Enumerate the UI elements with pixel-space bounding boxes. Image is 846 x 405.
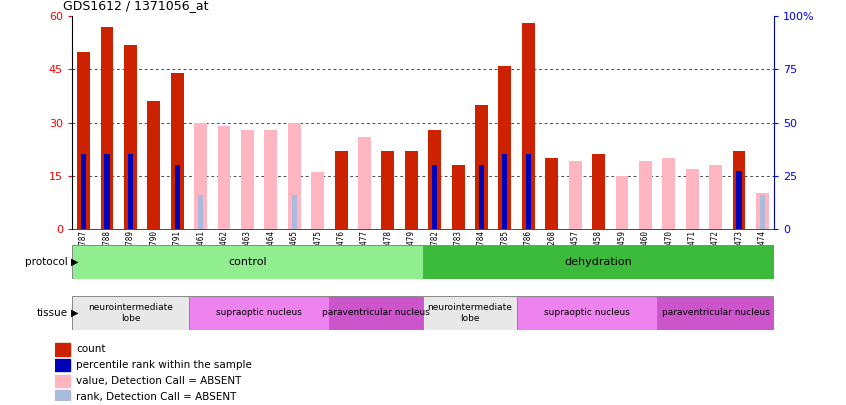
Bar — [124, 45, 137, 229]
Text: value, Detection Call = ABSENT: value, Detection Call = ABSENT — [76, 376, 241, 386]
Bar — [709, 165, 722, 229]
Bar — [662, 158, 675, 229]
Bar — [592, 154, 605, 229]
Bar — [517, 296, 657, 330]
Bar — [475, 105, 488, 229]
Bar — [569, 162, 581, 229]
Bar — [452, 165, 464, 229]
Bar — [382, 151, 394, 229]
Text: count: count — [76, 345, 106, 354]
Bar — [241, 130, 254, 229]
Bar — [423, 296, 517, 330]
Text: GDS1612 / 1371056_at: GDS1612 / 1371056_at — [63, 0, 209, 12]
Text: ▶: ▶ — [71, 257, 79, 267]
Bar — [55, 390, 69, 403]
Bar — [546, 158, 558, 229]
Text: neurointermediate
lobe: neurointermediate lobe — [427, 303, 512, 322]
Bar — [198, 195, 203, 229]
Bar — [265, 130, 277, 229]
Bar — [174, 165, 180, 229]
Bar — [72, 296, 189, 330]
Text: neurointermediate
lobe: neurointermediate lobe — [88, 303, 173, 322]
Bar — [503, 154, 508, 229]
Bar — [147, 101, 160, 229]
Text: paraventricular nucleus: paraventricular nucleus — [662, 308, 770, 318]
Bar — [616, 176, 629, 229]
Text: dehydration: dehydration — [564, 257, 633, 267]
Bar — [81, 154, 86, 229]
Bar — [195, 122, 207, 229]
Bar — [128, 154, 133, 229]
Bar — [189, 296, 329, 330]
Bar — [55, 343, 69, 356]
Bar — [736, 171, 742, 229]
Text: paraventricular nucleus: paraventricular nucleus — [322, 308, 430, 318]
Bar — [432, 165, 437, 229]
Bar — [733, 151, 745, 229]
Text: percentile rank within the sample: percentile rank within the sample — [76, 360, 252, 370]
Bar — [479, 165, 484, 229]
Bar — [171, 73, 184, 229]
Bar — [428, 130, 441, 229]
Text: protocol: protocol — [25, 257, 68, 267]
Text: tissue: tissue — [36, 308, 68, 318]
Bar — [55, 359, 69, 371]
Bar — [217, 126, 230, 229]
Bar — [104, 154, 110, 229]
Text: ▶: ▶ — [71, 308, 79, 318]
Text: supraoptic nucleus: supraoptic nucleus — [217, 308, 302, 318]
Bar — [760, 195, 765, 229]
Bar — [423, 245, 774, 279]
Bar — [358, 137, 371, 229]
Bar — [335, 151, 348, 229]
Bar — [405, 151, 418, 229]
Text: control: control — [228, 257, 266, 267]
Bar — [657, 296, 774, 330]
Bar — [101, 27, 113, 229]
Bar — [525, 154, 531, 229]
Bar — [77, 51, 90, 229]
Bar — [756, 194, 769, 229]
Bar — [498, 66, 511, 229]
Bar — [522, 23, 535, 229]
Text: supraoptic nucleus: supraoptic nucleus — [544, 308, 629, 318]
Bar — [72, 245, 423, 279]
Bar — [329, 296, 423, 330]
Text: rank, Detection Call = ABSENT: rank, Detection Call = ABSENT — [76, 392, 237, 401]
Bar — [55, 375, 69, 387]
Bar — [686, 168, 699, 229]
Bar — [311, 172, 324, 229]
Bar — [288, 122, 300, 229]
Bar — [639, 162, 651, 229]
Bar — [292, 195, 297, 229]
